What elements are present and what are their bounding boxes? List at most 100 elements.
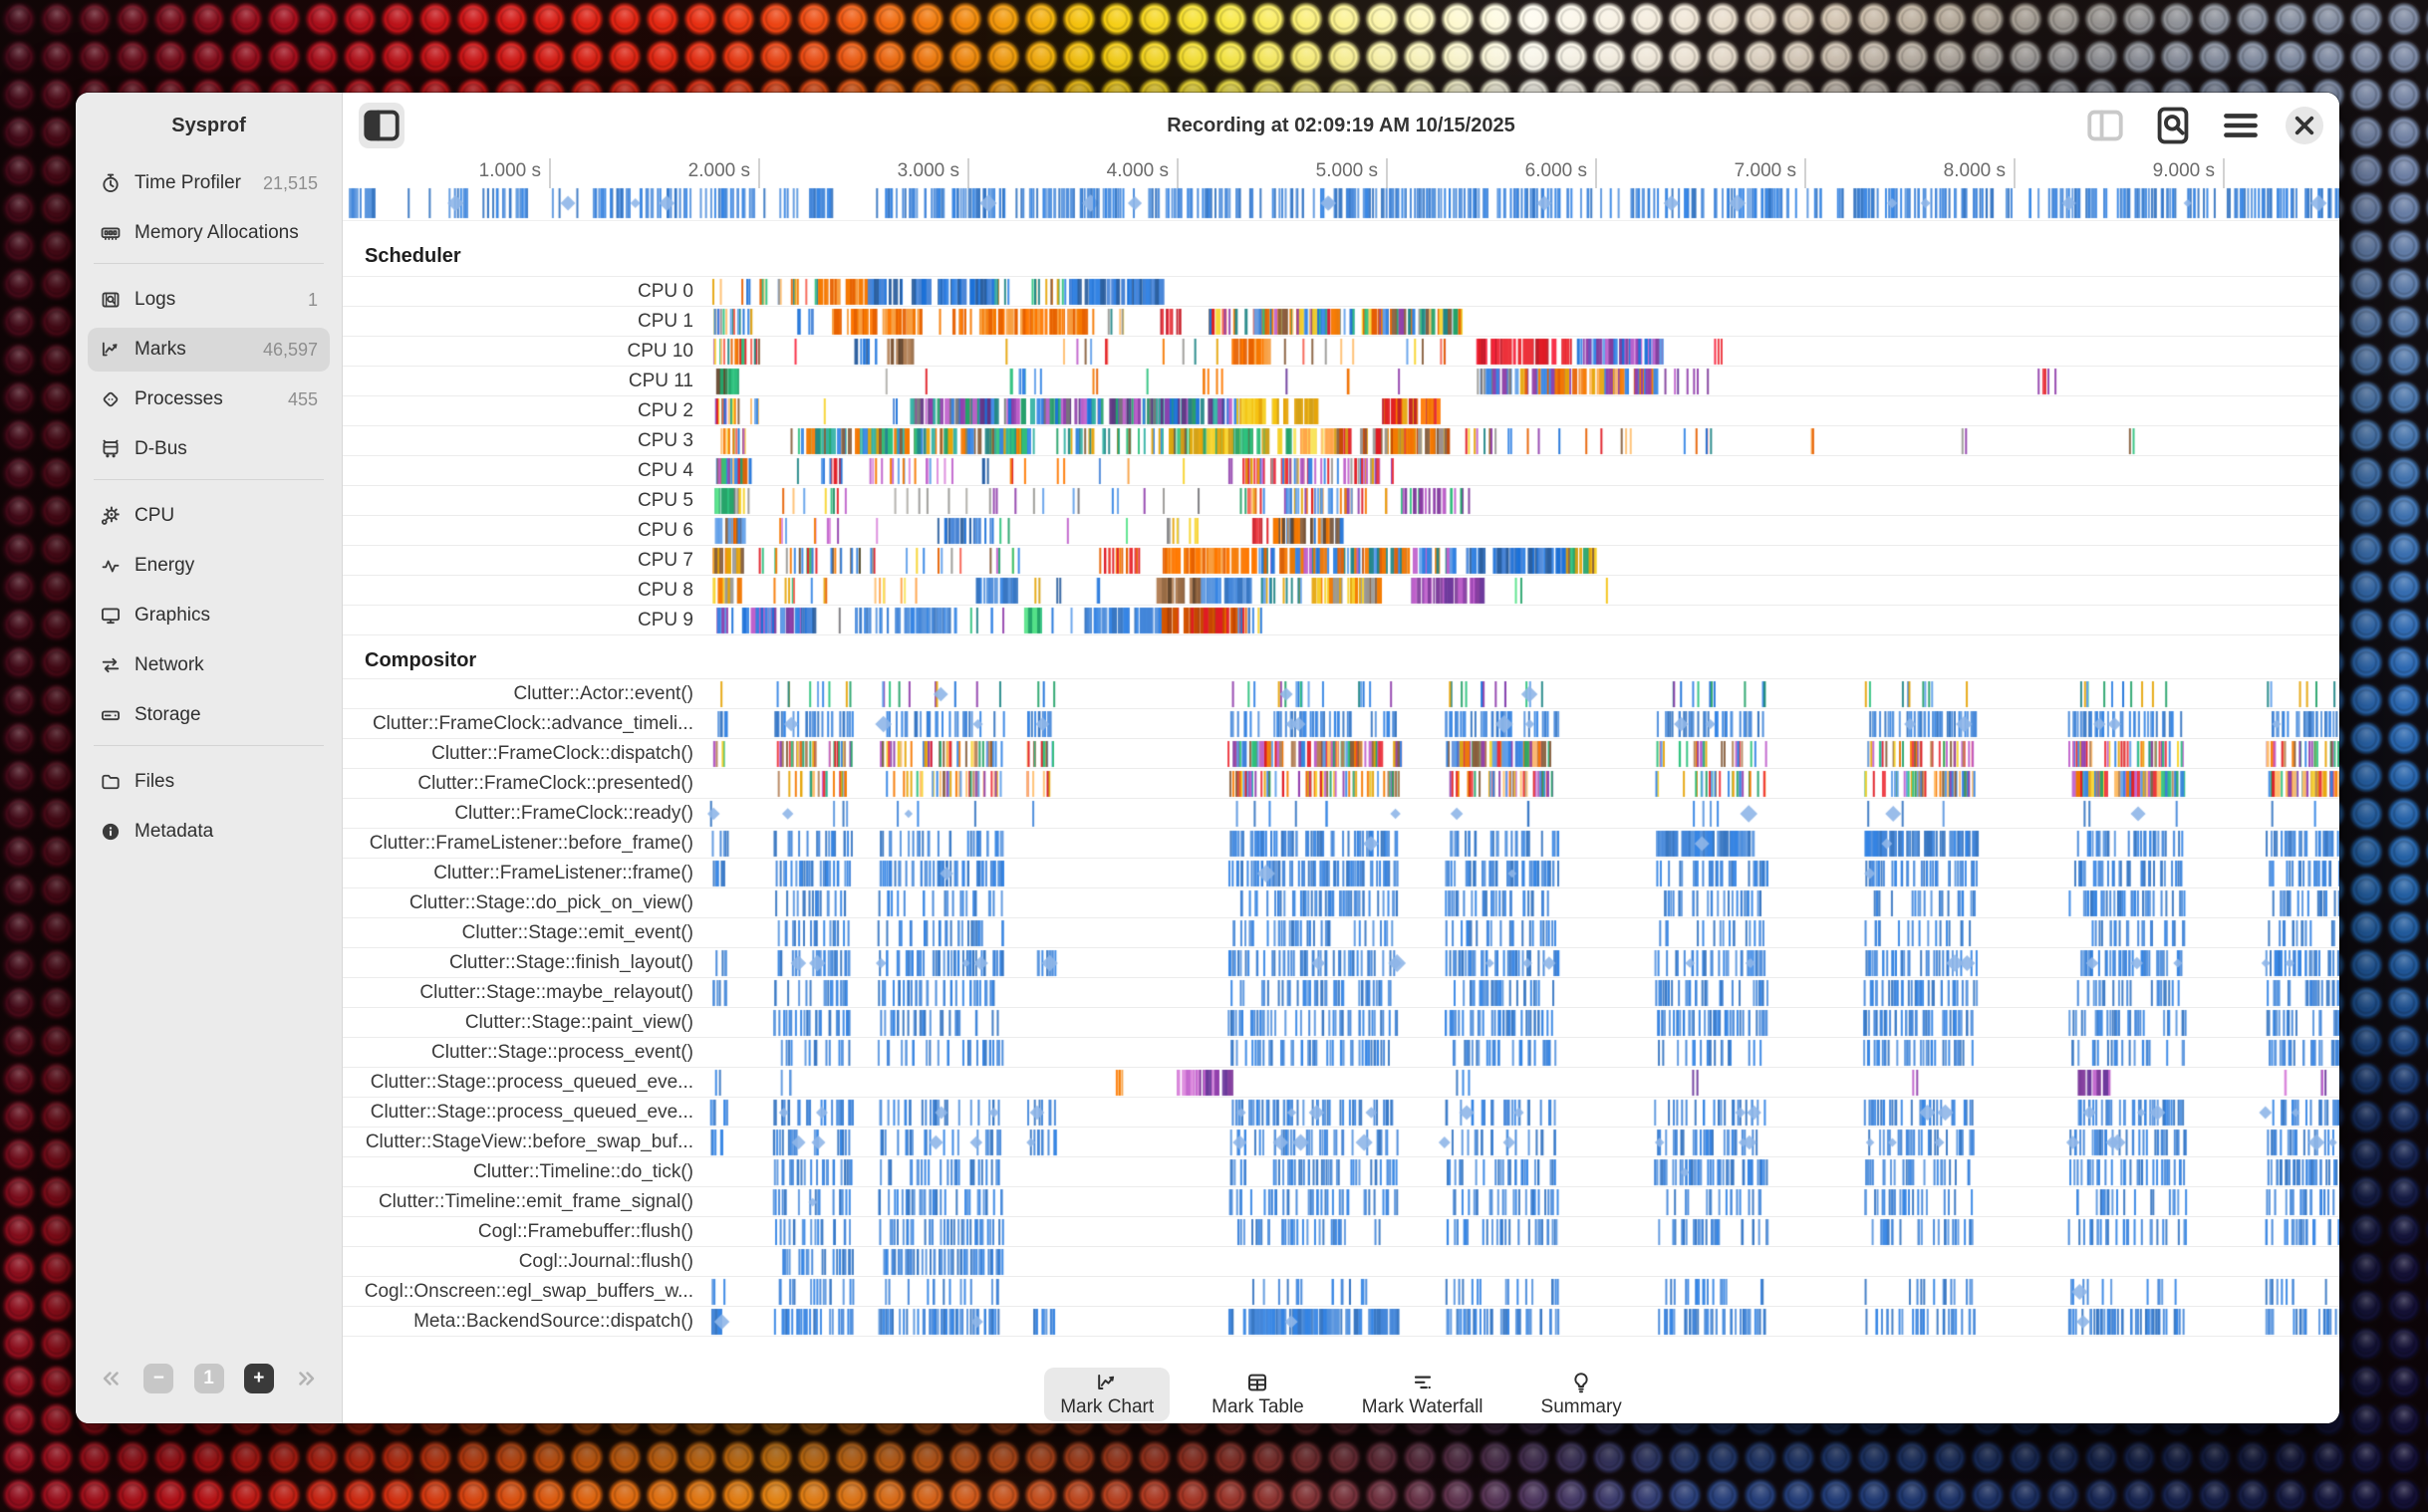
pulse-icon [100, 555, 122, 577]
info-icon [100, 821, 122, 843]
sidebar-item-cpu[interactable]: CPU [88, 494, 330, 538]
mark-row[interactable]: CPU 11 [343, 367, 2339, 396]
sidebar-item-d-bus[interactable]: D-Bus [88, 427, 330, 471]
mark-row[interactable]: CPU 4 [343, 456, 2339, 486]
mark-row[interactable]: Clutter::Timeline::emit_frame_signal() [343, 1187, 2339, 1217]
mark-row[interactable]: CPU 5 [343, 486, 2339, 516]
sidebar-item-metadata[interactable]: Metadata [88, 810, 330, 854]
close-button[interactable] [2286, 107, 2323, 144]
ruler-tick-line [2223, 158, 2225, 188]
sidebar-item-processes[interactable]: Processes 455 [88, 378, 330, 421]
mark-row[interactable]: CPU 9 [343, 606, 2339, 635]
mark-row[interactable]: Clutter::Stage::process_event() [343, 1038, 2339, 1068]
mark-row[interactable]: Clutter::FrameListener::before_frame() [343, 829, 2339, 859]
zoom-out-button[interactable]: − [143, 1364, 174, 1393]
bulb-icon [1569, 1371, 1593, 1394]
sidebar-item-label: Metadata [135, 821, 214, 842]
ruler-tick-label: 7.000 s [1734, 160, 1796, 181]
row-label: Cogl::Journal::flush() [343, 1247, 701, 1276]
waterfall-icon [1411, 1371, 1435, 1394]
mark-row[interactable]: CPU 8 [343, 576, 2339, 606]
mark-row[interactable]: CPU 3 [343, 426, 2339, 456]
sidebar-item-marks[interactable]: Marks 46,597 [88, 328, 330, 372]
mark-row[interactable]: Clutter::StageView::before_swap_buf... [343, 1128, 2339, 1157]
mark-row[interactable]: Clutter::FrameClock::advance_timeli... [343, 709, 2339, 739]
mark-row[interactable]: Clutter::Stage::paint_view() [343, 1008, 2339, 1038]
mark-row[interactable]: Clutter::FrameListener::frame() [343, 859, 2339, 888]
mark-row[interactable]: Cogl::Onscreen::egl_swap_buffers_w... [343, 1277, 2339, 1307]
row-label: Clutter::FrameClock::ready() [343, 799, 701, 828]
mark-row[interactable]: CPU 1 [343, 307, 2339, 337]
sidebar-nav: Time Profiler 21,515 Memory Allocations Log… [76, 161, 342, 860]
sidebar-item-storage[interactable]: Storage [88, 693, 330, 737]
mark-row[interactable]: CPU 7 [343, 546, 2339, 576]
zoom-in-button[interactable]: + [243, 1364, 274, 1393]
stopwatch-icon [100, 172, 122, 194]
sidebar-item-network[interactable]: Network [88, 643, 330, 687]
mark-row[interactable]: Clutter::FrameClock::dispatch() [343, 739, 2339, 769]
mark-rows: Clutter::Actor::event() Clutter::FrameClo… [343, 678, 2339, 1337]
row-label: Clutter::FrameListener::before_frame() [343, 829, 701, 858]
panel-icon [2082, 103, 2128, 148]
row-label: CPU 4 [343, 456, 701, 485]
mark-table-button[interactable]: Mark Table [1196, 1368, 1320, 1421]
summary-button[interactable]: Summary [1525, 1368, 1638, 1421]
row-label: Clutter::FrameClock::dispatch() [343, 739, 701, 768]
ruler-tick-label: 6.000 s [1524, 160, 1587, 181]
mark-row[interactable]: Clutter::Stage::process_queued_eve... [343, 1068, 2339, 1098]
sidebar-item-graphics[interactable]: Graphics [88, 594, 330, 637]
mark-chart-button[interactable]: Mark Chart [1044, 1368, 1171, 1421]
row-label: CPU 0 [343, 277, 701, 306]
inspect-recording-button[interactable] [2150, 103, 2196, 148]
sidebar-item-label: Storage [135, 704, 201, 725]
row-label: Clutter::FrameClock::advance_timeli... [343, 709, 701, 738]
mark-row[interactable]: Clutter::Stage::maybe_relayout() [343, 978, 2339, 1008]
mark-row[interactable]: Clutter::Stage::emit_event() [343, 918, 2339, 948]
mark-row[interactable]: Clutter::Stage::process_queued_eve... [343, 1098, 2339, 1128]
sidebar-item-files[interactable]: Files [88, 760, 330, 804]
sidebar-item-label: Graphics [135, 605, 211, 626]
row-label: CPU 2 [343, 396, 701, 425]
minimap-canvas[interactable] [343, 186, 2339, 220]
ruler-tick-label: 3.000 s [897, 160, 959, 181]
mark-row[interactable]: CPU 6 [343, 516, 2339, 546]
first-page-button[interactable] [98, 1366, 124, 1391]
ruler-tick-label: 9.000 s [2152, 160, 2215, 181]
mark-row[interactable]: Clutter::FrameClock::presented() [343, 769, 2339, 799]
last-page-button[interactable] [294, 1366, 320, 1391]
sidebar-item-label: CPU [135, 505, 175, 526]
sidebar-item-energy[interactable]: Energy [88, 544, 330, 588]
sidebar-toggle-button[interactable] [359, 103, 405, 148]
mark-row[interactable]: Clutter::FrameClock::ready() [343, 799, 2339, 829]
row-label: CPU 6 [343, 516, 701, 545]
marks-minimap[interactable] [343, 186, 2339, 221]
mark-row[interactable]: Clutter::Actor::event() [343, 679, 2339, 709]
mark-row[interactable]: Clutter::Stage::do_pick_on_view() [343, 888, 2339, 918]
ruler-tick-label: 8.000 s [1943, 160, 2006, 181]
ruler-tick-line [2014, 158, 2016, 188]
sidebar-item-time-profiler[interactable]: Time Profiler 21,515 [88, 161, 330, 205]
sidebar-separator [94, 479, 324, 480]
chart-icon [1095, 1371, 1119, 1394]
row-label: Clutter::Stage::maybe_relayout() [343, 978, 701, 1007]
mark-row[interactable]: Clutter::Stage::finish_layout() [343, 948, 2339, 978]
row-label: Clutter::Stage::paint_view() [343, 1008, 701, 1037]
mark-row[interactable]: Cogl::Framebuffer::flush() [343, 1217, 2339, 1247]
page-number[interactable]: 1 [193, 1364, 224, 1393]
toolbar-button-label: Mark Chart [1060, 1396, 1155, 1417]
mark-row[interactable]: Clutter::Timeline::do_tick() [343, 1157, 2339, 1187]
sidebar-item-memory-allocations[interactable]: Memory Allocations [88, 211, 330, 255]
mark-waterfall-button[interactable]: Mark Waterfall [1346, 1368, 1499, 1421]
mark-row[interactable]: CPU 10 [343, 337, 2339, 367]
item-count-badge: 21,515 [262, 172, 318, 193]
mark-row[interactable]: Meta::BackendSource::dispatch() [343, 1307, 2339, 1337]
row-label: Clutter::Timeline::do_tick() [343, 1157, 701, 1186]
mark-row[interactable]: CPU 0 [343, 277, 2339, 307]
mark-row[interactable]: CPU 2 [343, 396, 2339, 426]
headerbar: Recording at 02:09:19 AM 10/15/2025 [343, 93, 2339, 158]
sidebar-item-logs[interactable]: Logs 1 [88, 278, 330, 322]
mark-row[interactable]: Cogl::Journal::flush() [343, 1247, 2339, 1277]
time-ruler[interactable]: 1.000 s 2.000 s 3.000 s 4.000 s 5.000 s 6.000… [343, 158, 2339, 188]
memory-icon [100, 222, 122, 244]
menu-button[interactable] [2218, 103, 2264, 148]
